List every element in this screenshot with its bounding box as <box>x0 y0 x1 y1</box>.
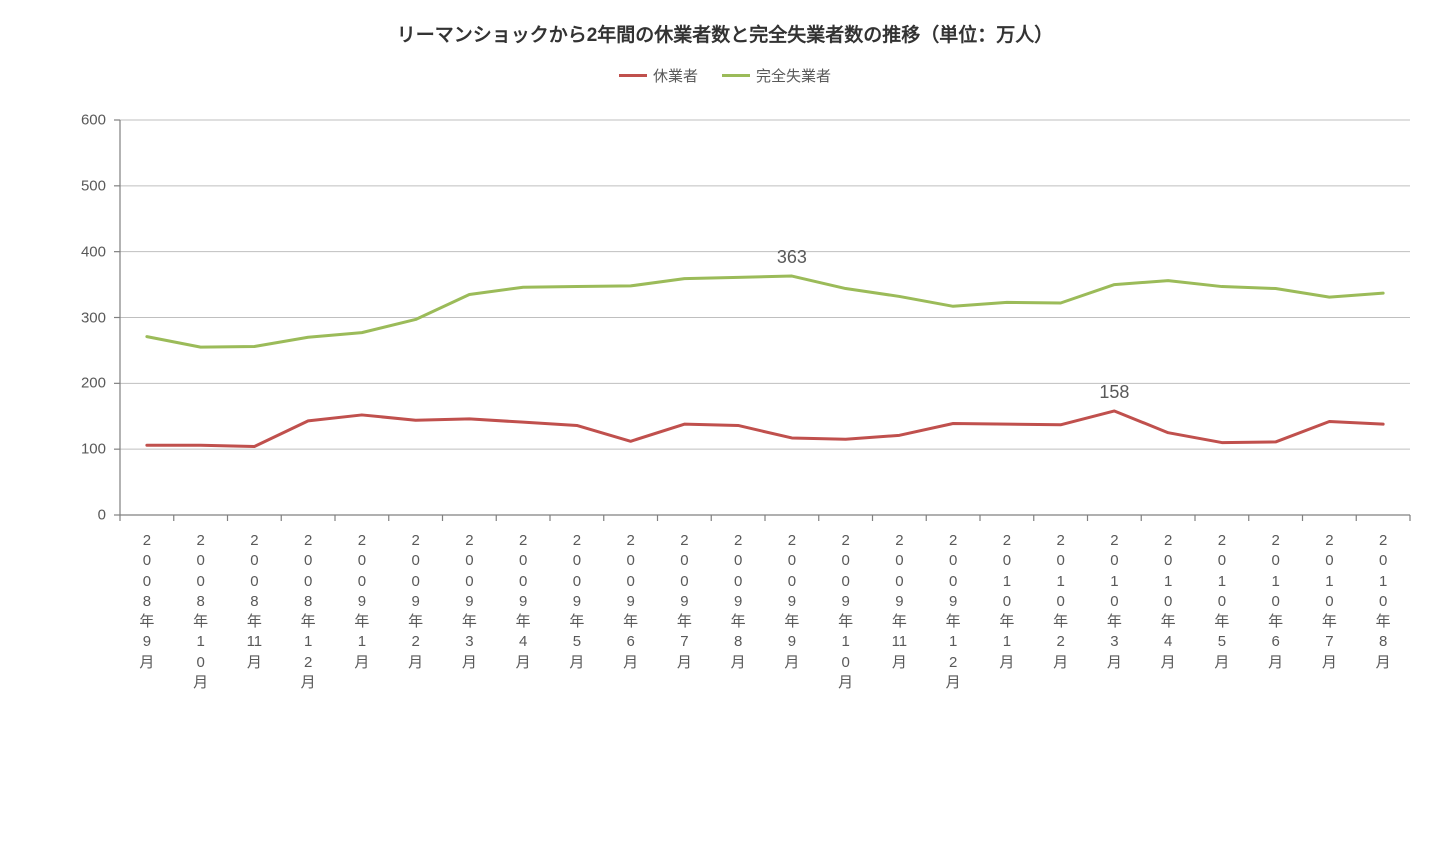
y-axis-tick-label: 100 <box>56 441 106 458</box>
x-axis-tick-label: 2009年8月 <box>730 531 746 673</box>
y-axis-tick-label: 600 <box>56 112 106 129</box>
x-axis-tick-label: 2009年4月 <box>515 531 531 673</box>
x-axis-tick-label: 2009年1月 <box>354 531 370 673</box>
y-axis-tick-label: 0 <box>56 507 106 524</box>
legend-label: 完全失業者 <box>756 68 831 85</box>
x-axis-tick-label: 2010年8月 <box>1375 531 1391 673</box>
chart-page: リーマンショックから2年間の休業者数と完全失業者数の推移（単位：万人） 休業者 完… <box>0 0 1450 855</box>
legend-swatch <box>619 74 647 77</box>
legend-label: 休業者 <box>653 68 698 85</box>
x-axis-tick-label: 2010年7月 <box>1321 531 1337 673</box>
y-axis-tick-label: 200 <box>56 375 106 392</box>
chart-svg <box>120 120 1410 515</box>
x-axis-tick-label: 2008年11月 <box>246 531 262 673</box>
x-axis-tick-label: 2009年2月 <box>408 531 424 673</box>
x-axis-tick-label: 2008年9月 <box>139 531 155 673</box>
x-axis-tick-label: 2010年4月 <box>1160 531 1176 673</box>
y-axis-tick-label: 400 <box>56 243 106 260</box>
x-axis-tick-label: 2010年2月 <box>1053 531 1069 673</box>
x-axis-tick-label: 2010年3月 <box>1106 531 1122 673</box>
x-axis-tick-label: 2010年5月 <box>1214 531 1230 673</box>
legend-item: 完全失業者 <box>722 65 831 86</box>
x-axis-tick-label: 2009年11月 <box>891 531 907 673</box>
chart-legend: 休業者 完全失業者 <box>0 65 1450 86</box>
x-axis-tick-label: 2009年6月 <box>623 531 639 673</box>
x-axis-tick-label: 2009年12月 <box>945 531 961 693</box>
x-axis-tick-label: 2009年10月 <box>838 531 854 693</box>
x-axis-tick-label: 2009年5月 <box>569 531 585 673</box>
y-axis-tick-label: 500 <box>56 177 106 194</box>
x-axis-tick-label: 2008年10月 <box>193 531 209 693</box>
x-axis-tick-label: 2009年9月 <box>784 531 800 673</box>
data-point-label: 363 <box>777 247 807 268</box>
x-axis-tick-label: 2010年6月 <box>1268 531 1284 673</box>
y-axis-tick-label: 300 <box>56 309 106 326</box>
x-axis-tick-label: 2010年1月 <box>999 531 1015 673</box>
data-point-label: 158 <box>1099 382 1129 403</box>
legend-swatch <box>722 74 750 77</box>
legend-item: 休業者 <box>619 65 698 86</box>
chart-title: リーマンショックから2年間の休業者数と完全失業者数の推移（単位：万人） <box>0 20 1450 47</box>
x-axis-tick-label: 2009年3月 <box>461 531 477 673</box>
x-axis-tick-label: 2009年7月 <box>676 531 692 673</box>
x-axis-tick-label: 2008年12月 <box>300 531 316 693</box>
chart-plot: 01002003004005006002008年9月2008年10月2008年1… <box>120 120 1410 515</box>
